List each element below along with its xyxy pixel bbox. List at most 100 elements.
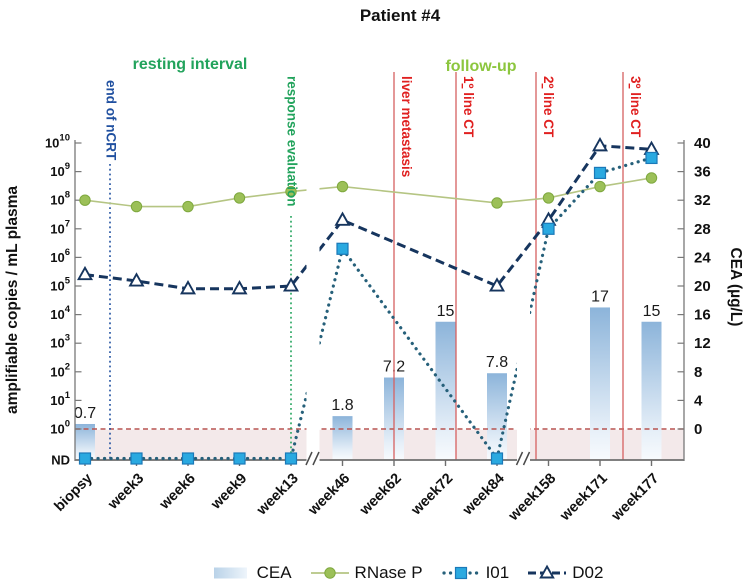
circle-marker bbox=[491, 197, 503, 209]
right-tick-label: 12 bbox=[694, 335, 711, 352]
right-tick-label: 4 bbox=[694, 392, 703, 409]
left-tick-label: 101 bbox=[50, 390, 70, 408]
cea-swatch bbox=[213, 567, 247, 579]
left-tick-label: 105 bbox=[50, 276, 70, 294]
right-axis-title: CEA (µg/L) bbox=[727, 248, 744, 327]
x-tick-label: week177 bbox=[608, 471, 662, 525]
right-tick-label: 16 bbox=[694, 307, 711, 324]
circle-marker bbox=[182, 200, 194, 213]
chart-legend: CEA RNase P I01 D02 bbox=[72, 560, 744, 586]
page-title: Patient #4 bbox=[359, 6, 441, 25]
x-tick-label: week9 bbox=[208, 471, 251, 514]
axis-break-slash bbox=[305, 451, 313, 466]
x-tick-label: week72 bbox=[408, 471, 457, 520]
left-tick-label: 107 bbox=[50, 218, 70, 236]
axis-break-slash bbox=[312, 451, 320, 466]
legend-item: RNase P bbox=[310, 563, 423, 583]
x-tick-label: week171 bbox=[557, 471, 611, 525]
event-label: response evaluation bbox=[285, 76, 300, 207]
phase-label: follow-up bbox=[445, 58, 516, 75]
series-d02 bbox=[76, 137, 660, 295]
series-line bbox=[83, 156, 654, 463]
right-tick-label: 8 bbox=[694, 364, 702, 381]
square-marker bbox=[593, 166, 607, 180]
bar-value-label: 15 bbox=[643, 303, 661, 320]
square-marker bbox=[130, 452, 143, 465]
left-tick-label: 104 bbox=[50, 304, 70, 322]
left-tick-label: 100 bbox=[50, 419, 70, 437]
bar bbox=[75, 423, 95, 459]
triangle-marker bbox=[231, 280, 248, 295]
x-tick-label: week62 bbox=[356, 471, 405, 520]
legend-item: I01 bbox=[441, 563, 510, 583]
left-tick-label: 103 bbox=[50, 333, 70, 351]
legend-item: D02 bbox=[528, 563, 603, 583]
legend-label: D02 bbox=[572, 563, 604, 582]
circle-marker bbox=[130, 200, 143, 213]
square-marker bbox=[78, 452, 92, 465]
square-marker bbox=[284, 452, 298, 465]
circle-marker bbox=[79, 194, 91, 206]
axis-break-gap bbox=[306, 175, 320, 466]
bar bbox=[641, 321, 662, 459]
swatch-square bbox=[454, 566, 467, 580]
legend-swatch-dot-square bbox=[441, 566, 480, 580]
event-lines bbox=[109, 72, 624, 460]
x-tick-label: week46 bbox=[305, 471, 354, 520]
square-marker bbox=[645, 151, 658, 165]
event-label: 1º line CT bbox=[461, 76, 476, 138]
event-label: liver metastasis bbox=[399, 76, 414, 177]
x-tick-label: week6 bbox=[156, 471, 199, 514]
square-marker bbox=[181, 452, 195, 465]
bar-value-label: 15 bbox=[437, 303, 455, 320]
bar-value-label: 7.8 bbox=[486, 354, 508, 371]
circle-marker bbox=[233, 192, 246, 204]
bar-value-label: 1.8 bbox=[331, 397, 353, 414]
x-tick-label: week84 bbox=[459, 471, 508, 520]
legend-label: CEA bbox=[256, 563, 292, 582]
triangle-marker bbox=[282, 277, 300, 292]
right-tick-label: 20 bbox=[694, 278, 711, 295]
axis-break-slash bbox=[515, 451, 524, 466]
right-tick-label: 24 bbox=[694, 249, 711, 266]
x-tick-label: week3 bbox=[105, 471, 148, 514]
event-label: 3º line CT bbox=[628, 76, 643, 138]
left-axis-title: amplifiable copies / mL plasma bbox=[4, 186, 21, 414]
bar bbox=[590, 307, 610, 459]
legend-item: CEA bbox=[213, 563, 292, 583]
axis-break-slash bbox=[522, 451, 531, 466]
square-marker bbox=[336, 242, 349, 255]
triangle-marker bbox=[334, 211, 351, 226]
square-marker bbox=[542, 222, 555, 235]
x-tick-label: biopsy bbox=[51, 471, 95, 515]
legend-swatch-dash-triangle bbox=[528, 564, 567, 579]
right-tick-label: 0 bbox=[694, 421, 702, 438]
x-tick-label: week158 bbox=[505, 471, 559, 525]
axes: 1010109108107106105104103102101100ND4036… bbox=[45, 133, 711, 525]
circle-marker bbox=[594, 180, 606, 193]
phase-label: resting interval bbox=[133, 56, 248, 73]
nd-tick-label: ND bbox=[51, 453, 70, 468]
legend-label: I01 bbox=[485, 563, 510, 582]
triangle-marker bbox=[488, 277, 506, 292]
below-baseline-band bbox=[75, 429, 684, 460]
bar-value-label: 0.7 bbox=[74, 405, 96, 422]
left-tick-label: 109 bbox=[50, 161, 70, 179]
swatch-circle bbox=[323, 567, 336, 579]
left-tick-label: 1010 bbox=[45, 133, 70, 151]
triangle-marker bbox=[179, 280, 197, 295]
right-tick-label: 40 bbox=[694, 135, 711, 152]
left-tick-label: 106 bbox=[50, 247, 70, 265]
square-marker bbox=[490, 452, 504, 465]
bar bbox=[487, 373, 507, 459]
left-tick-label: 108 bbox=[50, 190, 70, 208]
series-line bbox=[84, 144, 652, 291]
triangle-marker bbox=[76, 265, 94, 281]
event-label: end of nCRT bbox=[104, 80, 119, 161]
axis-break-gap bbox=[517, 290, 530, 466]
right-tick-label: 28 bbox=[694, 221, 711, 238]
bar bbox=[332, 416, 353, 459]
event-label: 2º line CT bbox=[541, 76, 556, 138]
